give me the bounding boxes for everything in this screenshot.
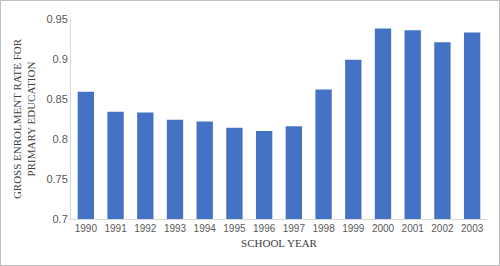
svg-text:2000: 2000 <box>372 223 395 234</box>
svg-text:1998: 1998 <box>312 223 335 234</box>
svg-text:1994: 1994 <box>194 223 217 234</box>
svg-text:GROSS ENROLMENT RATE FORPRIMAR: GROSS ENROLMENT RATE FORPRIMARY EDUCATIO… <box>11 38 37 199</box>
svg-text:1991: 1991 <box>104 223 127 234</box>
svg-text:SCHOOL YEAR: SCHOOL YEAR <box>241 237 318 249</box>
svg-text:0.85: 0.85 <box>46 93 67 105</box>
svg-text:0.75: 0.75 <box>46 173 67 185</box>
svg-text:2002: 2002 <box>431 223 454 234</box>
svg-text:2001: 2001 <box>402 223 425 234</box>
svg-text:1995: 1995 <box>223 223 246 234</box>
svg-text:1992: 1992 <box>134 223 157 234</box>
svg-text:0.8: 0.8 <box>53 133 68 145</box>
svg-text:1990: 1990 <box>75 223 98 234</box>
svg-text:0.9: 0.9 <box>53 53 68 65</box>
svg-text:1999: 1999 <box>342 223 365 234</box>
svg-text:1997: 1997 <box>283 223 306 234</box>
svg-text:2003: 2003 <box>461 223 484 234</box>
svg-text:0.95: 0.95 <box>46 13 67 25</box>
svg-text:1996: 1996 <box>253 223 276 234</box>
svg-text:0.7: 0.7 <box>53 213 68 225</box>
svg-text:1993: 1993 <box>164 223 187 234</box>
